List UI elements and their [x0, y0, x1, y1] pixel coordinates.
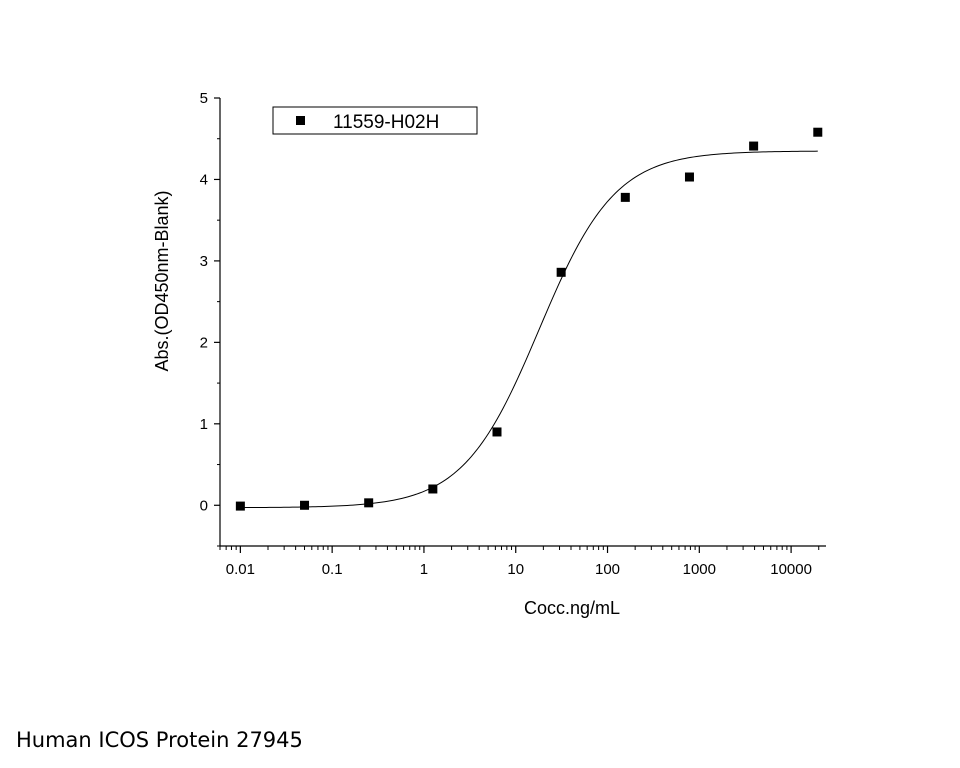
y-axis-title: Abs.(OD450nm-Blank)	[152, 190, 172, 371]
legend-box	[272, 106, 478, 135]
x-ticks: 0.01 0.1 1 10 100 1000 10000	[219, 546, 820, 578]
y-tick-label: 1	[200, 416, 208, 433]
legend: 11559-H02H	[272, 106, 478, 135]
data-point	[492, 427, 502, 437]
y-tick-label: 3	[200, 253, 208, 270]
y-tick-label: 2	[200, 334, 208, 351]
data-point	[364, 498, 374, 508]
data-point	[620, 192, 630, 202]
data-point	[300, 500, 310, 510]
y-tick-label: 5	[200, 90, 208, 107]
legend-marker	[296, 116, 305, 125]
x-tick-label: 10000	[770, 561, 812, 578]
figure-caption: Human ICOS Protein 27945	[16, 728, 303, 752]
data-point	[749, 141, 759, 151]
x-axis-title: Cocc.ng/mL	[524, 598, 620, 618]
fit-curve-layer	[240, 150, 818, 509]
legend-label: 11559-H02H	[333, 112, 439, 133]
plot-area: 0 1 2 3 4 5 0.01 0.1 1 10 100 1000 10000	[200, 90, 826, 578]
y-tick-label: 0	[200, 497, 208, 514]
x-tick-label: 0.1	[322, 561, 343, 578]
x-tick-label: 10	[507, 561, 524, 578]
y-ticks: 0 1 2 3 4 5	[200, 90, 220, 547]
x-tick-label: 0.01	[226, 561, 255, 578]
data-point	[428, 484, 438, 494]
data-point	[235, 501, 245, 511]
fit-curve	[240, 150, 818, 509]
data-point	[813, 127, 823, 137]
x-tick-label: 1000	[683, 561, 716, 578]
x-tick-label: 100	[595, 561, 620, 578]
y-tick-label: 4	[200, 171, 208, 188]
x-tick-label: 1	[420, 561, 428, 578]
data-points	[235, 127, 823, 511]
data-point	[684, 172, 694, 182]
data-point	[556, 267, 566, 277]
